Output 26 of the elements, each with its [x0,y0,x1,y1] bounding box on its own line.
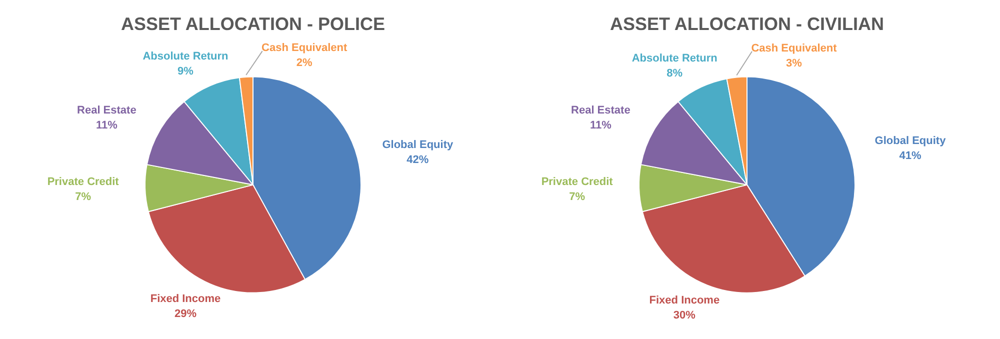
chart-title: ASSET ALLOCATION - POLICE [121,14,385,34]
data-label: 11% [590,120,612,132]
slice-label: Absolute Return [142,50,229,63]
data-label: 3% [786,57,802,70]
slice-label: Real Estate [571,104,630,117]
slice-label: Fixed Income [150,292,221,305]
data-label: 9% [178,66,194,78]
data-label: 2% [296,57,312,70]
data-label: 11% [96,120,118,132]
slice-label: Fixed Income [649,294,720,307]
slice-label: Cash Equivalent [751,42,838,54]
data-label: 7% [569,190,586,203]
slice-label: Private Credit [47,176,120,188]
slice-label: Private Credit [541,176,614,188]
data-label: 30% [673,310,696,322]
chart-title: ASSET ALLOCATION - CIVILIAN [610,14,884,34]
slice-label: Absolute Return [632,52,718,64]
slice-label: Global Equity [382,139,454,152]
slice-label: Cash Equivalent [262,42,348,54]
slice-label: Global Equity [874,135,947,148]
data-label: 42% [406,154,429,166]
data-label: 7% [75,190,92,203]
data-label: 29% [174,308,197,320]
data-label: 41% [899,150,922,162]
data-label: 8% [666,67,683,80]
slice-label: Real Estate [77,104,136,117]
